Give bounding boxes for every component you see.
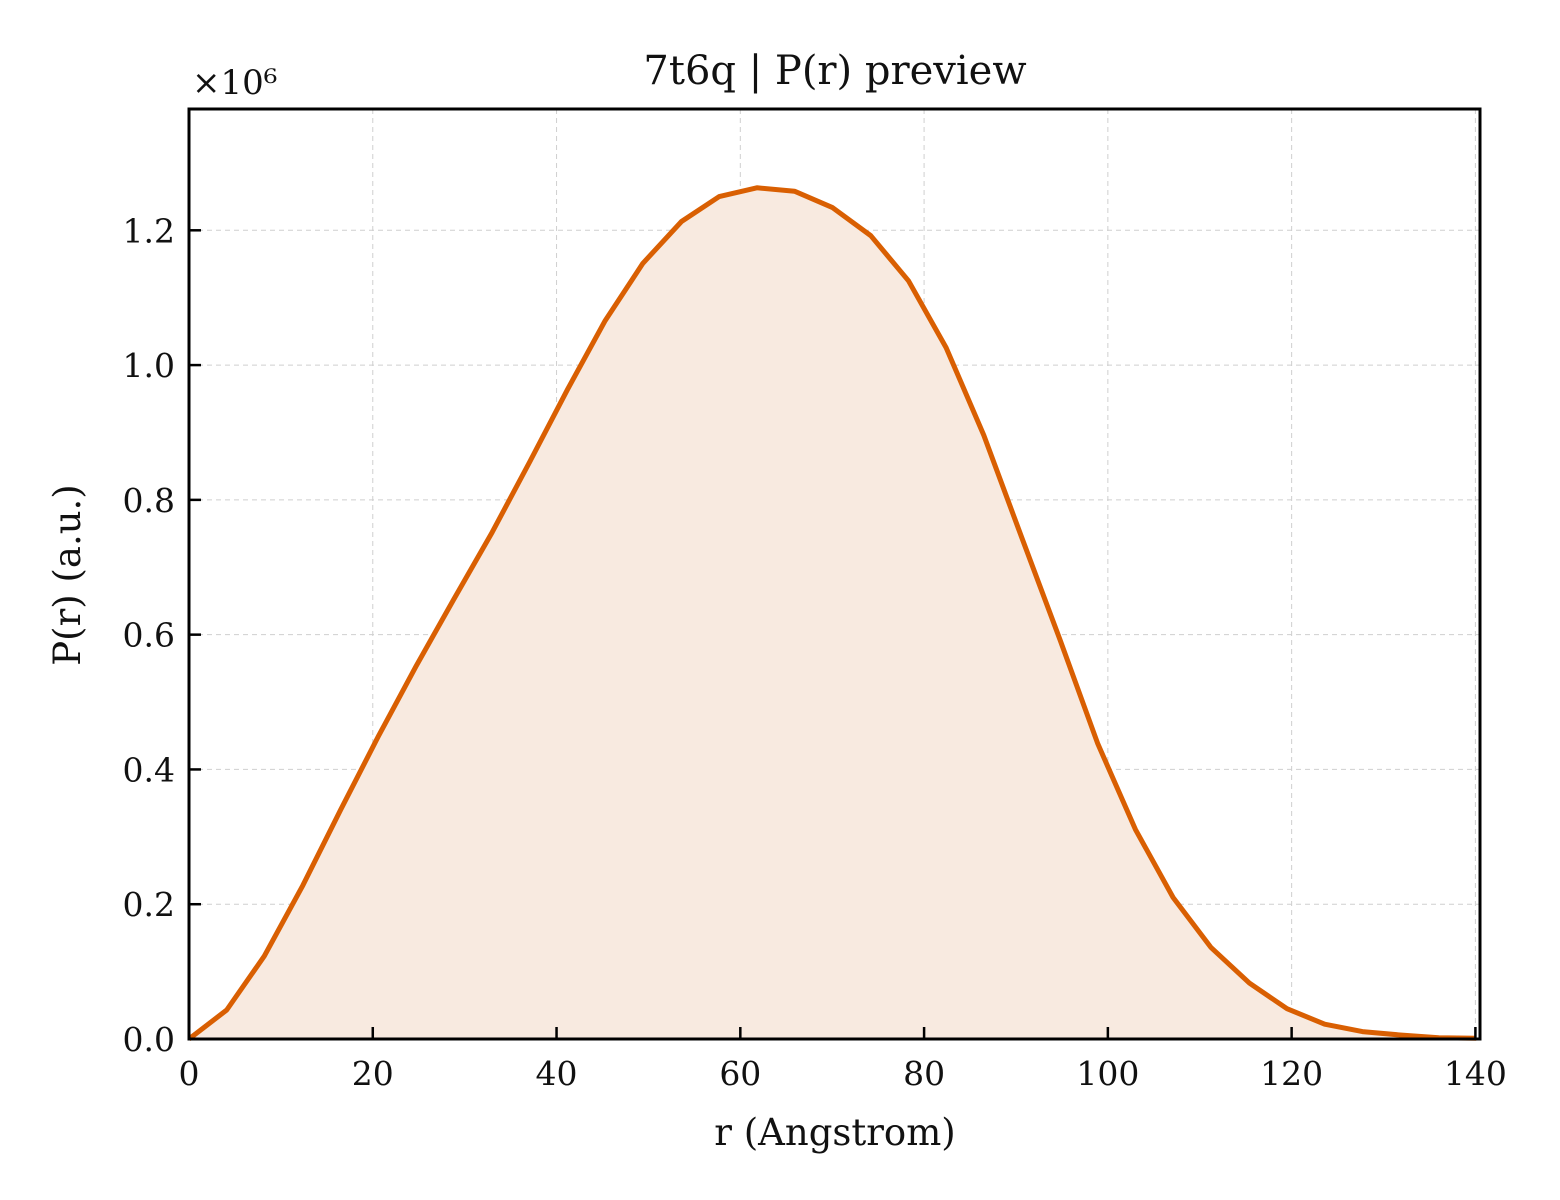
x-axis-ticks: 0 20 40 60 80 100 120 140: [179, 1027, 1507, 1093]
chart-title: 7t6q | P(r) preview: [643, 48, 1026, 94]
y-tick-label: 0.0: [123, 1020, 175, 1059]
x-tick-label: 40: [536, 1054, 578, 1093]
x-tick-label: 120: [1260, 1054, 1323, 1093]
x-tick-label: 100: [1076, 1054, 1139, 1093]
y-tick-label: 0.8: [123, 481, 175, 520]
x-tick-label: 140: [1444, 1054, 1507, 1093]
y-tick-label: 0.2: [123, 885, 175, 924]
y-axis-title: P(r) (a.u.): [46, 484, 89, 666]
x-tick-label: 80: [903, 1054, 945, 1093]
area-fill: [189, 187, 1477, 1040]
x-tick-label: 60: [719, 1054, 761, 1093]
y-tick-label: 0.6: [123, 616, 175, 655]
x-tick-label: 0: [179, 1054, 200, 1093]
plot-frame: [187, 107, 1482, 1041]
x-axis-title: r (Angstrom): [714, 1111, 955, 1154]
y-axis-ticks: 0.0 0.2 0.4 0.6 0.8 1.0 1.2: [123, 211, 201, 1059]
x-tick-label: 20: [352, 1054, 394, 1093]
y-tick-label: 1.2: [123, 211, 175, 250]
y-tick-label: 1.0: [123, 346, 175, 385]
y-tick-label: 0.4: [123, 750, 175, 789]
series-line: [187, 185, 1477, 1041]
y-multiplier-label: ×10⁶: [192, 63, 277, 103]
